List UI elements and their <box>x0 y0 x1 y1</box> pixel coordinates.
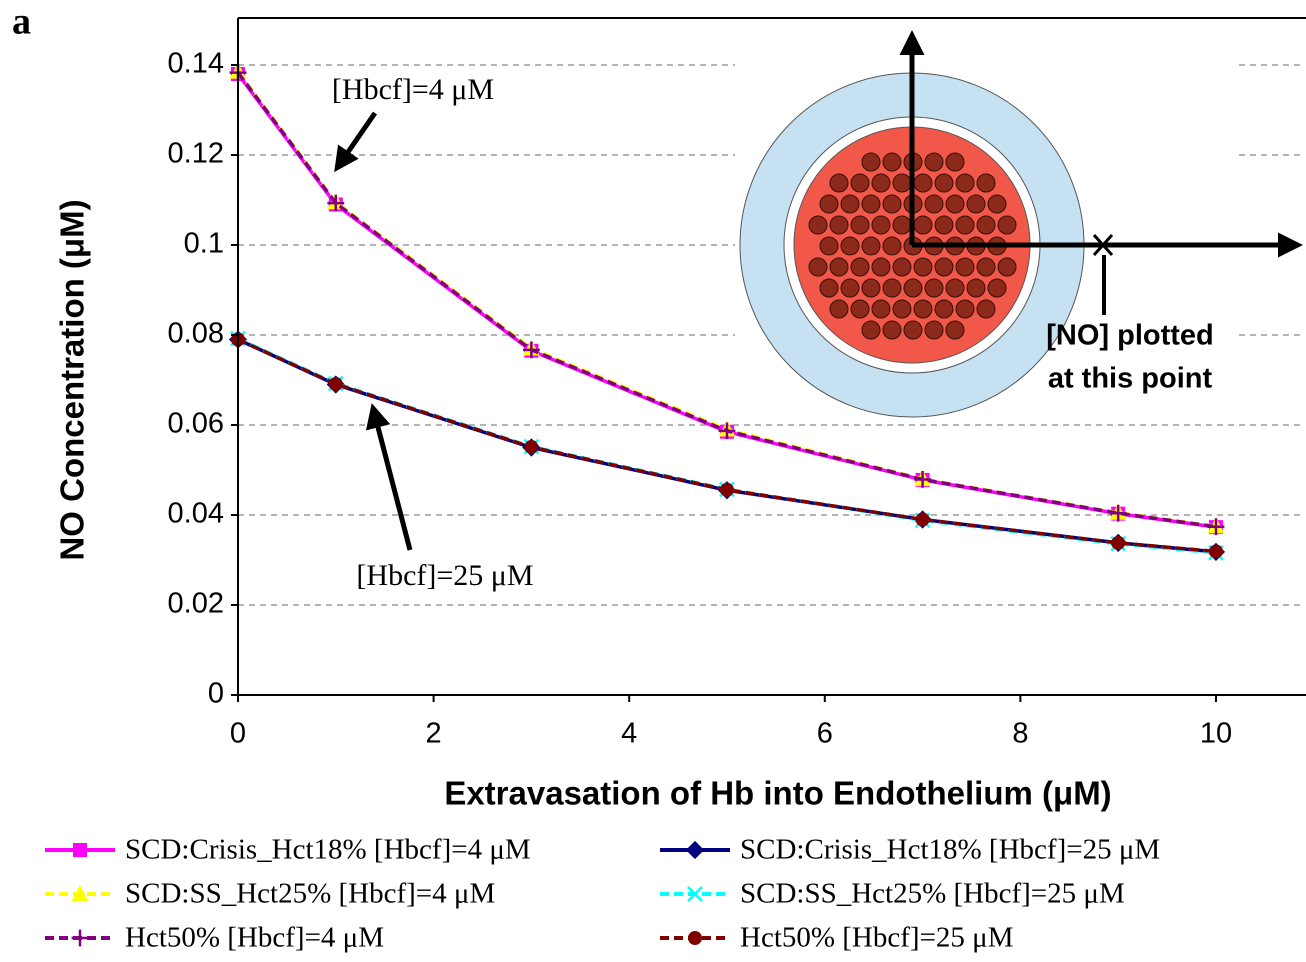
marker <box>71 929 89 947</box>
legend-label: SCD:SS_Hct25% [Hbcf]=4 μM <box>125 878 495 910</box>
y-tick-label: 0.02 <box>168 588 224 620</box>
panel-label: a <box>12 1 31 43</box>
x-tick-label: 4 <box>621 718 637 750</box>
x-tick-label: 0 <box>230 718 246 750</box>
annotation-arrow <box>334 111 378 173</box>
legend-label: SCD:Crisis_Hct18% [Hbcf]=4 μM <box>125 834 531 866</box>
marker <box>1111 535 1126 550</box>
x-tick-label: 8 <box>1012 718 1028 750</box>
x-tick-label: 2 <box>426 718 442 750</box>
legend-label: SCD:SS_Hct25% [Hbcf]=25 μM <box>740 878 1125 910</box>
legend: SCD:Crisis_Hct18% [Hbcf]=4 μM SCD:Crisis_… <box>45 834 1160 954</box>
legend-label: Hct50% [Hbcf]=25 μM <box>740 922 1014 954</box>
marker <box>718 422 736 440</box>
y-tick-label: 0.1 <box>184 228 224 260</box>
annotation-arrow <box>365 403 413 551</box>
plot-area <box>228 62 1226 561</box>
marker <box>719 482 734 497</box>
legend-label: Hct50% [Hbcf]=4 μM <box>125 922 384 954</box>
y-tick-label: 0.06 <box>168 408 224 440</box>
inset-label: [NO] plotted <box>1046 320 1214 352</box>
marker <box>327 194 345 212</box>
marker <box>687 886 703 902</box>
marker <box>914 471 931 488</box>
x-tick-label: 6 <box>817 718 833 750</box>
marker <box>685 840 705 860</box>
marker <box>328 377 343 392</box>
marker <box>71 884 89 901</box>
marker <box>1109 504 1127 522</box>
y-tick-label: 0.14 <box>168 48 224 80</box>
inset-diagram: [NO] plotted at this point <box>735 25 1303 418</box>
y-tick-label: 0 <box>208 678 224 710</box>
marker <box>73 843 87 857</box>
y-tick-label: 0.04 <box>168 498 224 530</box>
marker <box>1208 544 1223 559</box>
marker <box>522 341 540 359</box>
inset-label: at this point <box>1048 363 1213 395</box>
x-tick-label: 10 <box>1200 718 1232 750</box>
marker <box>524 440 539 455</box>
annotation: [Hbcf]=25 μM <box>356 559 533 592</box>
y-tick-label: 0.12 <box>168 138 224 170</box>
marker <box>1207 518 1225 536</box>
legend-label: SCD:Crisis_Hct18% [Hbcf]=25 μM <box>740 834 1160 866</box>
marker <box>688 931 702 945</box>
annotation: [Hbcf]=4 μM <box>332 73 494 106</box>
y-tick-label: 0.08 <box>168 318 224 350</box>
marker <box>915 512 930 527</box>
x-axis-title: Extravasation of Hb into Endothelium (μM… <box>444 775 1111 812</box>
y-axis-title: NO Concentration (μM) <box>54 199 91 560</box>
